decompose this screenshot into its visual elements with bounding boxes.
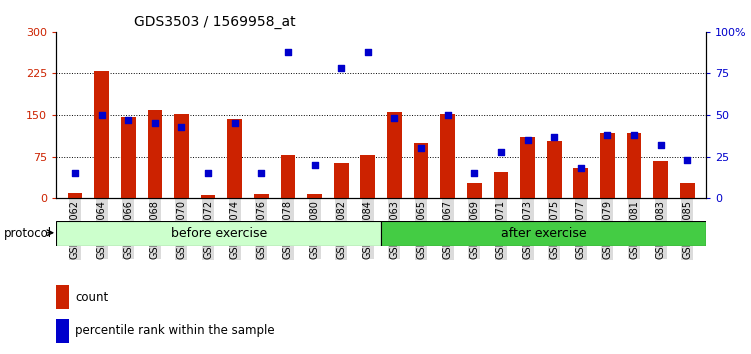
Bar <box>201 195 216 198</box>
Text: protocol: protocol <box>4 227 52 240</box>
Bar <box>56 221 381 246</box>
Point <box>335 65 347 71</box>
Point <box>95 112 107 118</box>
Bar <box>360 155 376 198</box>
Bar <box>121 117 135 198</box>
Bar <box>174 114 189 198</box>
Bar <box>56 285 70 309</box>
Point <box>69 171 81 176</box>
Point <box>362 49 374 55</box>
Bar <box>307 194 322 198</box>
Bar <box>281 155 295 198</box>
Point <box>628 132 640 138</box>
Point <box>229 120 241 126</box>
Bar <box>520 137 535 198</box>
Text: count: count <box>75 291 108 304</box>
Text: GDS3503 / 1569958_at: GDS3503 / 1569958_at <box>134 16 296 29</box>
Point <box>309 162 321 168</box>
Point <box>442 112 454 118</box>
Text: percentile rank within the sample: percentile rank within the sample <box>75 324 275 337</box>
Bar <box>467 183 481 198</box>
Point <box>282 49 294 55</box>
Text: after exercise: after exercise <box>501 227 587 240</box>
Point <box>149 120 161 126</box>
Bar <box>95 71 109 198</box>
Point <box>176 124 188 130</box>
Point <box>255 171 267 176</box>
Point <box>202 171 214 176</box>
Point <box>521 137 533 143</box>
Bar <box>600 133 615 198</box>
Point <box>602 132 614 138</box>
Point <box>415 145 427 151</box>
Bar <box>440 114 455 198</box>
Bar <box>381 221 706 246</box>
Bar <box>254 194 269 198</box>
Bar <box>574 168 588 198</box>
Bar <box>56 319 70 343</box>
Bar <box>653 160 668 198</box>
Bar <box>228 119 242 198</box>
Point <box>575 165 587 171</box>
Bar <box>147 109 162 198</box>
Bar <box>680 183 695 198</box>
Point <box>469 171 481 176</box>
Point <box>548 134 560 139</box>
Point <box>495 149 507 154</box>
Point <box>388 115 400 121</box>
Bar <box>387 112 402 198</box>
Bar <box>68 193 83 198</box>
Bar <box>493 172 508 198</box>
Text: before exercise: before exercise <box>170 227 267 240</box>
Point <box>655 142 667 148</box>
Bar <box>547 141 562 198</box>
Bar <box>627 133 641 198</box>
Bar <box>414 143 428 198</box>
Bar <box>334 163 348 198</box>
Point <box>122 117 134 123</box>
Point <box>681 157 693 163</box>
